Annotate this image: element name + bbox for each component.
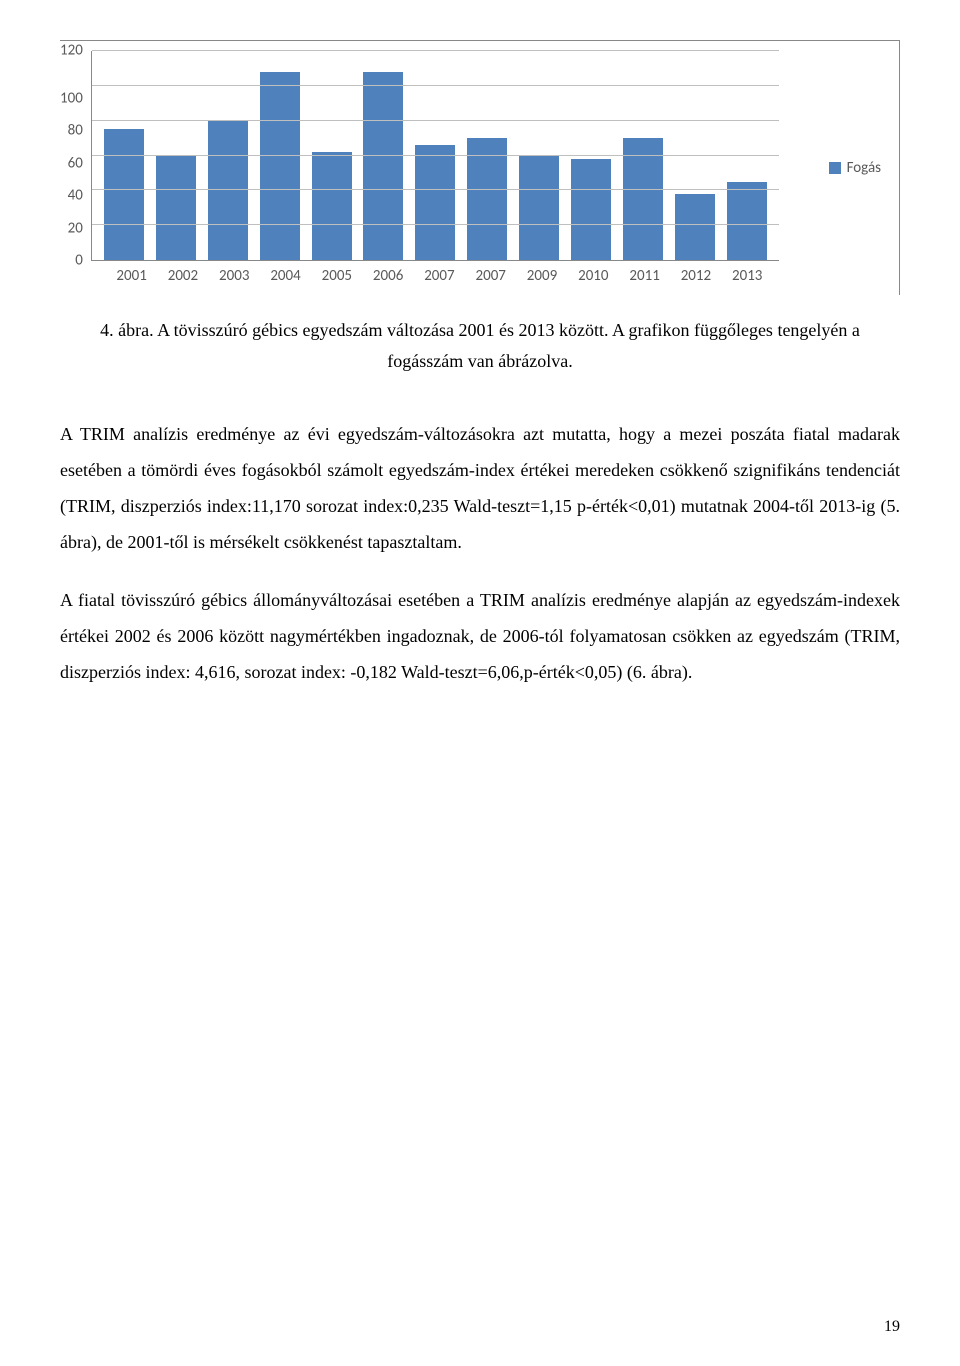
chart-container: 120 100 80 60 40 20 0 2001 2002 2003 2004 2005 2006… bbox=[60, 40, 900, 295]
x-tick-label: 2002 bbox=[163, 267, 203, 285]
bar bbox=[519, 156, 559, 261]
paragraph-1: A TRIM analízis eredménye az évi egyedsz… bbox=[60, 416, 900, 560]
x-tick-label: 2005 bbox=[317, 267, 357, 285]
y-tick-label: 80 bbox=[68, 124, 83, 139]
bar bbox=[312, 152, 352, 260]
x-tick-label: 2009 bbox=[522, 267, 562, 285]
x-axis: 2001 2002 2003 2004 2005 2006 2007 2007 2009 2010… bbox=[100, 261, 779, 285]
y-tick-label: 20 bbox=[68, 221, 83, 236]
grid-line bbox=[92, 224, 779, 225]
y-tick-label: 40 bbox=[68, 189, 83, 204]
y-tick-label: 120 bbox=[60, 44, 83, 59]
legend-swatch bbox=[829, 162, 841, 174]
bar bbox=[104, 129, 144, 260]
x-tick-label: 2004 bbox=[266, 267, 306, 285]
x-tick-label: 2007 bbox=[419, 267, 459, 285]
x-tick-label: 2013 bbox=[727, 267, 767, 285]
x-tick-label: 2011 bbox=[625, 267, 665, 285]
bar bbox=[571, 159, 611, 260]
bar bbox=[623, 138, 663, 260]
bar bbox=[363, 72, 403, 260]
figure-caption: 4. ábra. A tövisszúró gébics egyedszám v… bbox=[60, 315, 900, 376]
bar bbox=[415, 145, 455, 260]
plot-area bbox=[91, 51, 779, 261]
x-tick-label: 2006 bbox=[368, 267, 408, 285]
x-tick-label: 2010 bbox=[573, 267, 613, 285]
grid-line bbox=[92, 155, 779, 156]
grid-line bbox=[92, 50, 779, 51]
bar bbox=[675, 194, 715, 260]
y-axis: 120100806040200 bbox=[60, 51, 91, 261]
x-tick-label: 2003 bbox=[214, 267, 254, 285]
y-tick-label: 0 bbox=[75, 254, 83, 269]
x-tick-label: 2007 bbox=[471, 267, 511, 285]
bar-series bbox=[92, 51, 779, 260]
grid-line bbox=[92, 120, 779, 121]
y-tick-label: 60 bbox=[68, 156, 83, 171]
paragraph-2: A fiatal tövisszúró gébics állományválto… bbox=[60, 582, 900, 690]
bar bbox=[727, 182, 767, 260]
y-tick-label: 100 bbox=[60, 91, 83, 106]
grid-line bbox=[92, 85, 779, 86]
x-tick-label: 2012 bbox=[676, 267, 716, 285]
page-number: 19 bbox=[884, 1318, 900, 1336]
legend-area: Fogás bbox=[779, 51, 889, 285]
legend: Fogás bbox=[829, 159, 881, 177]
bar bbox=[260, 72, 300, 260]
bar bbox=[467, 138, 507, 260]
legend-label: Fogás bbox=[847, 159, 881, 177]
x-tick-label: 2001 bbox=[112, 267, 152, 285]
bar bbox=[156, 156, 196, 261]
grid-line bbox=[92, 189, 779, 190]
